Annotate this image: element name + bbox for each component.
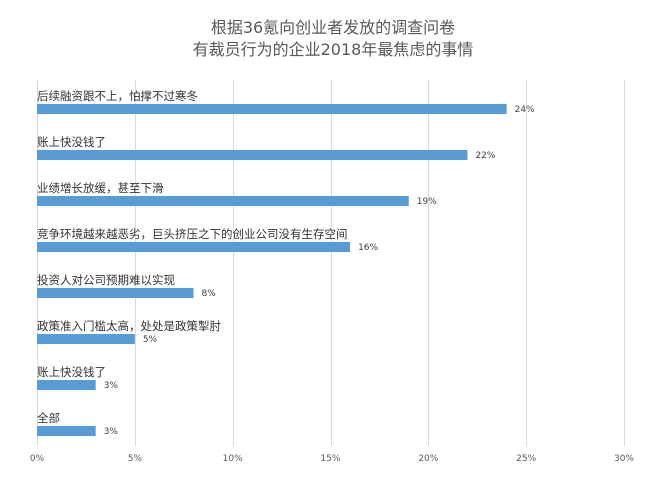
category-label: 全部 [37,411,60,425]
category-label: 账上快没钱了 [37,365,106,379]
category-label: 投资人对公司预期难以实现 [37,273,175,287]
data-label: 8% [202,289,217,299]
category-label: 政策准入门槛太高，处处是政策掣肘 [37,319,221,333]
x-axis-ticks: 0% 5% 10% 15% 20% 25% 30% [30,454,635,464]
chart-title-line-2: 有裁员行为的企业2018年最焦虑的事情 [193,40,474,59]
chart-title-line-1: 根据36氪向创业者发放的调查问卷 [211,18,455,37]
category-label: 账上快没钱了 [37,135,106,149]
bar [37,150,468,160]
x-tick-label: 10% [223,454,243,464]
data-label: 3% [104,427,119,437]
category-label: 业绩增长放缓，甚至下滑 [37,181,164,195]
bar [37,334,135,344]
data-label: 3% [104,381,119,391]
data-label: 24% [515,105,535,115]
x-tick-label: 25% [516,454,536,464]
category-label: 后续融资跟不上，怕撑不过寒冬 [37,89,198,103]
data-label: 5% [143,335,158,345]
x-tick-label: 30% [614,454,634,464]
data-label: 22% [475,151,495,161]
bar [37,196,409,206]
x-tick-label: 0% [30,454,45,464]
bars: 后续融资跟不上，怕撑不过寒冬 24% 账上快没钱了 22% 业绩增长放缓，甚至下滑 19%… [37,89,535,437]
category-label: 竞争环境越来越恶劣，巨头挤压之下的创业公司没有生存空间 [37,227,348,241]
x-tick-label: 20% [418,454,438,464]
bar [37,380,96,390]
data-label: 19% [417,197,437,207]
bar [37,242,351,252]
bar [37,288,194,298]
x-tick-label: 5% [128,454,143,464]
gridlines [37,80,625,446]
bar [37,104,507,114]
data-label: 16% [358,243,378,253]
x-tick-label: 15% [320,454,340,464]
bar [37,426,96,436]
